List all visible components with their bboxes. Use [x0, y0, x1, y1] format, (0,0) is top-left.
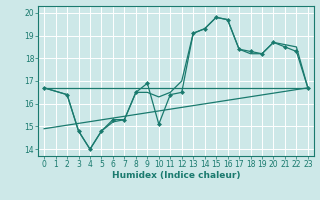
X-axis label: Humidex (Indice chaleur): Humidex (Indice chaleur) [112, 171, 240, 180]
